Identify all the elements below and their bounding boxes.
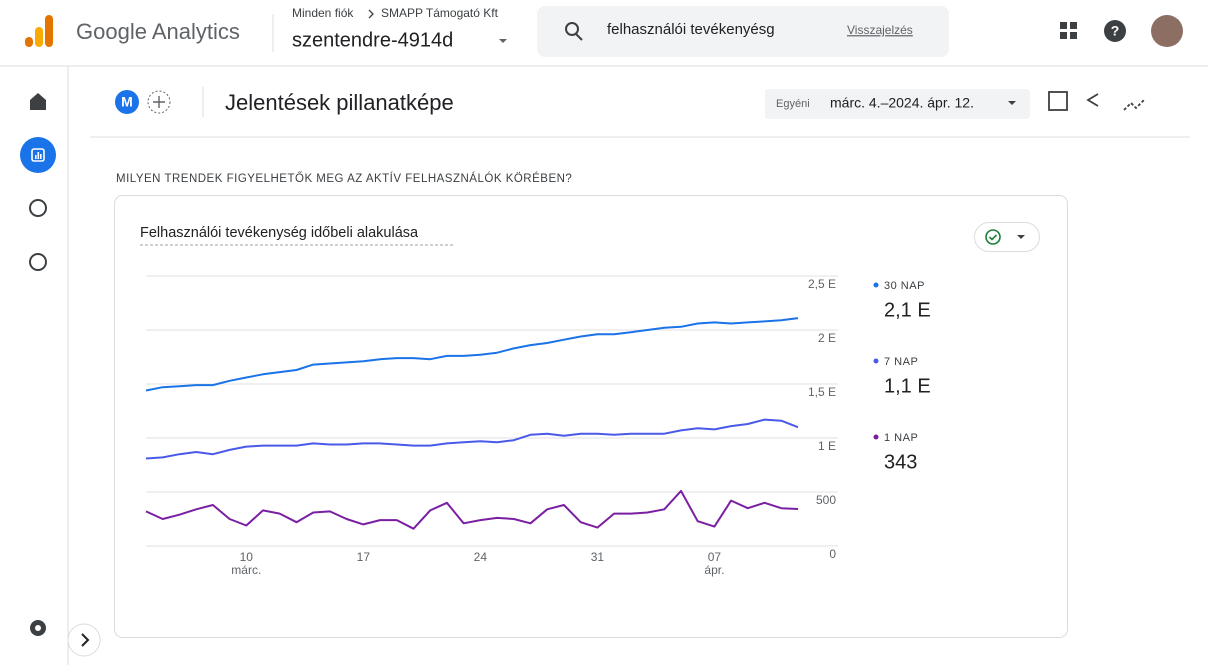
search-box[interactable] (537, 6, 949, 57)
share-icon[interactable] (1086, 93, 1099, 107)
chart: 0 500 1 E 1,5 E 2 E 2,5 E 10 márc. 17 24 31 07 ápr. 3… (145, 275, 931, 577)
x-tick-label: 31 (591, 550, 605, 564)
legend-dot (873, 358, 879, 364)
feedback-link[interactable]: Visszajelzés (847, 23, 913, 37)
comparison-avatar[interactable] (115, 90, 139, 114)
y-tick-label: 1,5 E (808, 385, 836, 399)
x-tick-label-part: 31 (591, 550, 605, 564)
x-tick-label-part: 07 (708, 550, 722, 564)
x-tick-label-part: 24 (474, 550, 488, 564)
y-tick-label: 2,5 E (808, 277, 836, 291)
status-check (985, 229, 1001, 245)
status-button[interactable] (974, 222, 1040, 252)
legend-dot (873, 282, 879, 288)
logo (25, 15, 53, 47)
nav-expand[interactable] (67, 623, 101, 657)
nav-reports-glyph (31, 148, 45, 162)
property-name[interactable]: szentendre-4914d (292, 29, 453, 51)
comparison-avatar-letter: M (121, 94, 133, 110)
customize-icon[interactable] (1048, 91, 1068, 111)
page-title: Jelentések pillanatképe (225, 90, 454, 115)
x-tick-label: 17 (357, 550, 371, 564)
y-tick-label: 1 E (818, 439, 836, 453)
date-picker[interactable] (765, 89, 1030, 119)
x-tick-label-part: ápr. (704, 563, 724, 577)
property-dropdown[interactable] (499, 39, 507, 43)
nav-settings-hole (35, 625, 41, 631)
x-tick-label: 24 (474, 550, 488, 564)
nav-expand-glyph (81, 633, 90, 647)
date-dropdown (1008, 101, 1016, 105)
legend-summary: 1,1 E (884, 375, 931, 397)
y-tick-label: 0 (829, 547, 836, 561)
section-title: MILYEN TRENDEK FIGYELHETŐK MEG AZ AKTÍV … (116, 171, 572, 185)
x-tick-label-part: márc. (231, 563, 261, 577)
legend-name: 7 NAP (884, 356, 918, 368)
date-range: márc. 4.–2024. ápr. 12. (830, 95, 974, 111)
card (114, 195, 1068, 638)
help-glyph: ? (1111, 23, 1120, 39)
legend-name: 30 NAP (884, 280, 925, 292)
x-tick-label: 07 ápr. (704, 550, 724, 577)
y-tick-label: 2 E (818, 331, 836, 345)
series-line (145, 418, 799, 460)
status-check (988, 234, 998, 241)
series-line (145, 489, 799, 530)
nav-explore[interactable] (29, 199, 47, 217)
search-icon (565, 22, 579, 36)
search-text[interactable]: felhasználói tevékenyésg (607, 21, 775, 38)
x-tick-label: 10 márc. (231, 550, 261, 577)
legend-name: 1 NAP (884, 432, 918, 444)
x-tick-label-part: 17 (357, 550, 371, 564)
legend-dot (873, 434, 879, 440)
date-mode: Egyéni (776, 98, 810, 110)
user-avatar[interactable] (1151, 15, 1183, 47)
chart-title: Felhasználói tevékenység időbeli alakulá… (140, 225, 419, 241)
add-comparison-glyph (153, 96, 165, 108)
insights-icon[interactable] (1123, 98, 1146, 111)
series-line (145, 317, 799, 392)
product-name: Google Analytics (76, 19, 240, 44)
apps-icon[interactable] (1060, 22, 1077, 39)
nav-home[interactable] (30, 93, 46, 110)
nav-advertising[interactable] (29, 253, 47, 271)
breadcrumb-chevron (368, 9, 374, 19)
search-icon (575, 33, 583, 41)
x-tick-label-part: 10 (240, 550, 254, 564)
breadcrumb-root[interactable]: Minden fiók (292, 6, 354, 20)
help-icon[interactable] (1104, 20, 1126, 42)
y-tick-label: 500 (816, 493, 836, 507)
status-dropdown (1017, 235, 1025, 239)
legend-summary: 343 (884, 451, 917, 473)
breadcrumb-account[interactable]: SMAPP Támogató Kft (381, 6, 499, 20)
legend-summary: 2,1 E (884, 299, 931, 321)
